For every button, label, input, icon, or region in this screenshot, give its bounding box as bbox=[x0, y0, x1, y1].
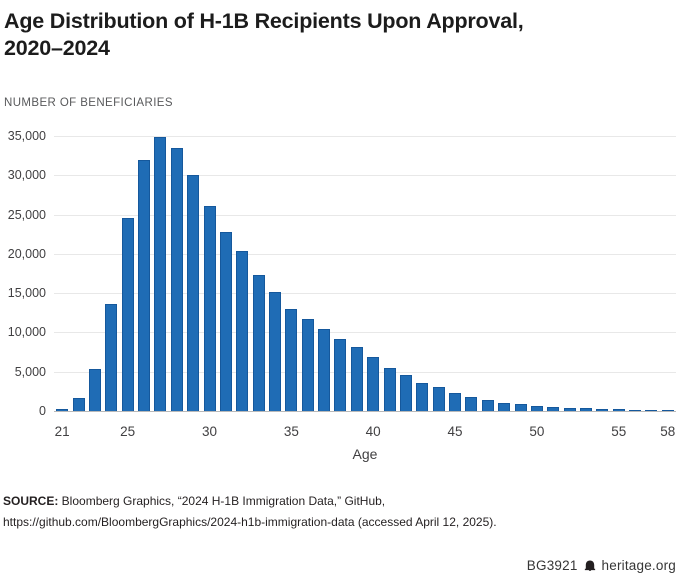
bar-age-58 bbox=[662, 410, 674, 411]
y-axis-unit-label: NUMBER OF BENEFICIARIES bbox=[4, 97, 173, 109]
y-axis-tick-label: 0 bbox=[39, 404, 46, 418]
bar-age-50 bbox=[531, 406, 543, 411]
bar-age-42 bbox=[400, 375, 412, 411]
gridline bbox=[54, 215, 676, 216]
gridline bbox=[54, 332, 676, 333]
page-title-line2: 2020–2024 bbox=[4, 36, 110, 60]
liberty-bell-icon bbox=[583, 559, 597, 573]
source-label: SOURCE: bbox=[3, 494, 59, 508]
bar-age-41 bbox=[384, 368, 396, 411]
gridline bbox=[54, 175, 676, 176]
x-axis-title: Age bbox=[352, 446, 378, 462]
bar-age-43 bbox=[416, 383, 428, 411]
bar-age-27 bbox=[154, 137, 166, 411]
plot-area bbox=[54, 124, 676, 411]
x-axis-tick-label: 30 bbox=[201, 424, 218, 439]
bar-age-57 bbox=[645, 410, 657, 411]
source-line2: https://github.com/BloombergGraphics/202… bbox=[3, 515, 497, 529]
bar-age-33 bbox=[253, 275, 265, 411]
gridline bbox=[54, 254, 676, 255]
page-title: Age Distribution of H-1B Recipients Upon… bbox=[4, 8, 524, 62]
bar-age-28 bbox=[171, 148, 183, 411]
bar-age-36 bbox=[302, 319, 314, 411]
source-text: Bloomberg Graphics, “2024 H-1B Immigrati… bbox=[58, 494, 386, 508]
y-axis-tick-label: 30,000 bbox=[7, 168, 46, 182]
bar-age-25 bbox=[122, 218, 134, 411]
bar-age-35 bbox=[285, 309, 297, 411]
bar-age-29 bbox=[187, 175, 199, 411]
x-axis-tick-label: 21 bbox=[54, 424, 70, 439]
x-axis-tick-label: 55 bbox=[611, 424, 627, 439]
x-axis-baseline bbox=[54, 411, 676, 412]
bar-age-30 bbox=[204, 206, 216, 411]
bar-age-47 bbox=[482, 400, 494, 411]
bar-age-55 bbox=[613, 409, 625, 411]
bar-age-51 bbox=[547, 407, 559, 411]
x-axis-tick-label: 40 bbox=[365, 424, 381, 439]
bar-age-53 bbox=[580, 408, 592, 411]
bar-age-21 bbox=[56, 409, 68, 411]
bar-age-48 bbox=[498, 403, 510, 411]
bar-age-26 bbox=[138, 160, 150, 411]
bar-age-38 bbox=[334, 339, 346, 411]
bar-age-44 bbox=[433, 387, 445, 411]
y-axis-tick-label: 35,000 bbox=[7, 129, 46, 143]
x-axis-tick-label: 25 bbox=[120, 424, 136, 439]
source-line1: SOURCE: Bloomberg Graphics, “2024 H-1B I… bbox=[3, 491, 658, 512]
x-axis-tick-label: 45 bbox=[447, 424, 463, 439]
bar-age-39 bbox=[351, 347, 363, 411]
gridline bbox=[54, 136, 676, 137]
x-axis-tick-label: 35 bbox=[283, 424, 299, 439]
bar-age-52 bbox=[564, 408, 576, 411]
site-name: heritage.org bbox=[601, 558, 676, 573]
source-note: SOURCE: Bloomberg Graphics, “2024 H-1B I… bbox=[3, 491, 658, 533]
bar-age-56 bbox=[629, 410, 641, 411]
y-axis-tick-label: 20,000 bbox=[7, 247, 46, 261]
bar-age-24 bbox=[105, 304, 117, 411]
x-axis-tick-label: 58 bbox=[660, 424, 676, 439]
bar-age-49 bbox=[515, 404, 527, 411]
x-axis-tick-label: 50 bbox=[529, 424, 545, 439]
bar-age-32 bbox=[236, 251, 248, 411]
page-title-line1: Age Distribution of H-1B Recipients Upon… bbox=[4, 9, 524, 33]
gridline bbox=[54, 372, 676, 373]
bar-age-23 bbox=[89, 369, 101, 411]
credit-line: BG3921 heritage.org bbox=[527, 558, 676, 573]
y-axis-tick-label: 15,000 bbox=[7, 286, 46, 300]
bar-age-37 bbox=[318, 329, 330, 411]
bar-age-31 bbox=[220, 232, 232, 411]
gridline bbox=[54, 293, 676, 294]
report-id: BG3921 bbox=[526, 558, 578, 573]
bar-age-40 bbox=[367, 357, 379, 411]
bar-age-22 bbox=[73, 398, 85, 411]
bar-age-45 bbox=[449, 393, 461, 411]
bar-age-46 bbox=[465, 397, 477, 411]
bar-age-34 bbox=[269, 292, 281, 411]
y-axis-tick-label: 5,000 bbox=[14, 365, 46, 379]
bar-age-54 bbox=[596, 409, 608, 411]
y-axis-tick-label: 10,000 bbox=[7, 325, 46, 339]
y-axis-tick-label: 25,000 bbox=[7, 208, 46, 222]
